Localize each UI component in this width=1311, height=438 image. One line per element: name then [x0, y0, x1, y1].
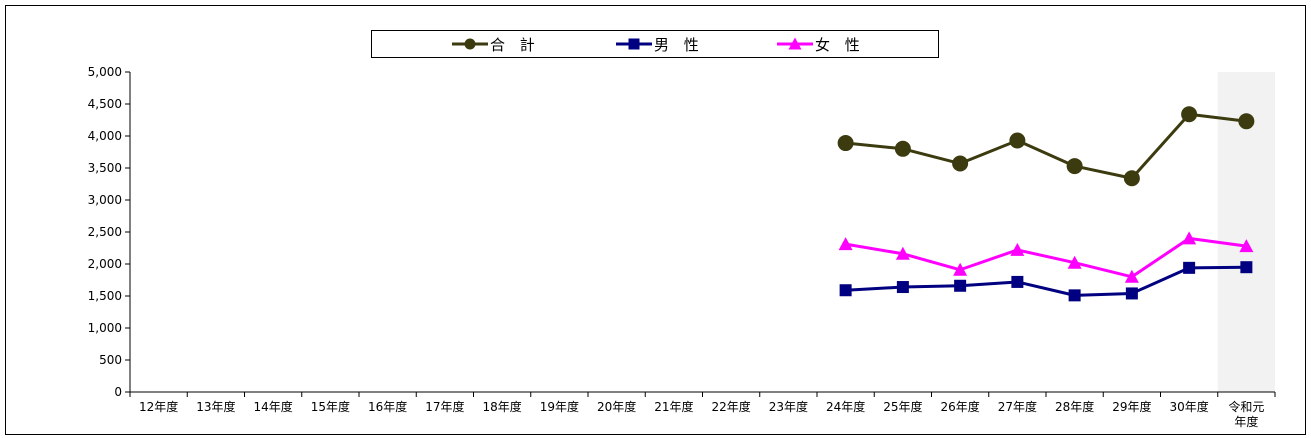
- y-tick-label: 5,000: [88, 65, 122, 79]
- data-point-total: [1066, 158, 1083, 175]
- y-tick-label: 3,500: [88, 161, 122, 175]
- data-point-male: [1125, 287, 1138, 300]
- data-point-male: [1240, 261, 1253, 274]
- data-point-female: [1124, 269, 1139, 283]
- legend-item-male: 男 性: [616, 31, 704, 57]
- x-tick-label: 21年度: [654, 399, 693, 414]
- x-tick-label: 令和元年度: [1228, 399, 1264, 429]
- y-tick-label: 0: [114, 385, 122, 399]
- x-tick-label: 17年度: [425, 399, 464, 414]
- x-tick-label: 23年度: [769, 399, 808, 414]
- y-tick-label: 4,000: [88, 129, 122, 143]
- x-tick-label: 26年度: [940, 399, 979, 414]
- data-point-male: [1068, 289, 1081, 302]
- legend-marker-triangle-icon: [777, 37, 813, 50]
- data-point-male: [896, 281, 909, 294]
- y-tick-label: 2,000: [88, 257, 122, 271]
- legend-label-total: 合 計: [490, 35, 540, 54]
- legend: 合 計 男 性 女 性: [371, 30, 939, 58]
- x-tick-label: 22年度: [711, 399, 750, 414]
- data-point-total: [1009, 132, 1026, 149]
- data-point-total: [894, 140, 911, 157]
- y-tick-label: 2,500: [88, 225, 122, 239]
- legend-label-male: 男 性: [654, 35, 704, 54]
- y-tick-label: 500: [99, 353, 122, 367]
- data-point-female: [1067, 255, 1082, 269]
- data-point-female: [1239, 239, 1254, 253]
- data-point-total: [952, 155, 969, 172]
- data-point-total: [1181, 106, 1198, 123]
- x-tick-label: 25年度: [883, 399, 922, 414]
- data-point-female: [953, 262, 968, 276]
- x-tick-label: 12年度: [139, 399, 178, 414]
- data-point-female: [895, 246, 910, 260]
- x-tick-label: 13年度: [196, 399, 235, 414]
- data-point-total: [837, 135, 854, 152]
- x-tick-label: 24年度: [826, 399, 865, 414]
- data-point-female: [1010, 242, 1025, 256]
- y-tick-label: 3,000: [88, 193, 122, 207]
- data-point-female: [1182, 231, 1197, 245]
- x-tick-label: 27年度: [998, 399, 1037, 414]
- y-tick-label: 1,500: [88, 289, 122, 303]
- x-tick-label: 30年度: [1169, 399, 1208, 414]
- y-tick-label: 4,500: [88, 97, 122, 111]
- legend-item-female: 女 性: [777, 31, 865, 57]
- legend-marker-square-icon: [616, 38, 652, 50]
- series-line-2: [845, 236, 1247, 279]
- data-point-male: [1011, 275, 1024, 288]
- chart-frame: [5, 5, 1306, 435]
- x-tick-label: 15年度: [311, 399, 350, 414]
- series-line-1: [845, 265, 1247, 297]
- series-line-0: [845, 112, 1247, 180]
- data-point-male: [954, 279, 967, 292]
- x-tick-label: 20年度: [597, 399, 636, 414]
- x-tick-label: 29年度: [1112, 399, 1151, 414]
- legend-marker-circle-icon: [452, 38, 488, 50]
- x-tick-label: 28年度: [1055, 399, 1094, 414]
- data-point-male: [839, 284, 852, 297]
- x-tick-label: 16年度: [368, 399, 407, 414]
- legend-label-female: 女 性: [815, 35, 865, 54]
- x-tick-label: 19年度: [540, 399, 579, 414]
- data-point-female: [838, 237, 853, 251]
- data-point-total: [1123, 170, 1140, 187]
- x-tick-label: 18年度: [482, 399, 521, 414]
- data-point-male: [1183, 261, 1196, 274]
- y-tick-label: 1,000: [88, 321, 122, 335]
- x-tick-label: 14年度: [253, 399, 292, 414]
- legend-item-total: 合 計: [452, 31, 540, 57]
- data-point-total: [1238, 113, 1255, 130]
